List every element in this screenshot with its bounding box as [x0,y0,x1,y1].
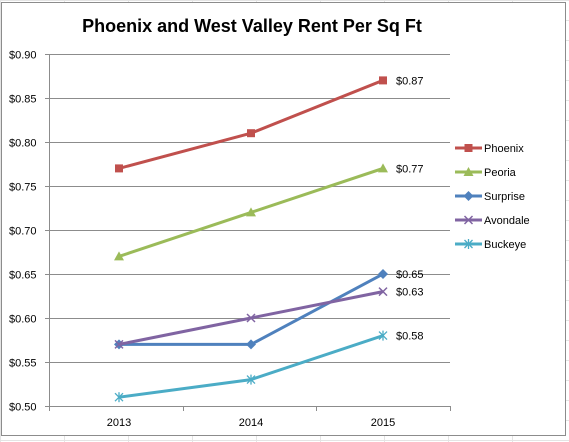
y-tick-label: $0.60 [9,314,37,326]
buckeye-point [378,330,388,341]
chart-title: Phoenix and West Valley Rent Per Sq Ft [82,16,422,36]
legend-marker [463,167,474,176]
surprise-point [378,269,388,279]
axes: $0.50 $0.55 $0.60 $0.65 $0.70 $0.75 $0.80 $0.85… [9,50,451,429]
x-tick-label: 2015 [371,417,395,429]
legend-label: Peoria [484,167,517,179]
phoenix-line [118,79,384,170]
series-buckeye: $0.58 [114,330,424,403]
legend-marker [464,144,473,152]
surprise-point [246,339,256,350]
y-tick-label: $0.85 [9,94,37,106]
peoria-point [246,207,256,217]
legend-marker [463,191,474,201]
peoria-point [378,163,388,173]
y-tick-label: $0.55 [9,358,37,370]
y-tick-label: $0.65 [9,270,37,282]
avondale-data-label: $0.63 [396,287,424,299]
phoenix-point [247,129,255,138]
surprise-data-label: $0.65 [396,269,424,281]
legend-item-phoenix: Phoenix [455,143,524,155]
series-group: $0.87 $0.77 $0.65 $0.63 $0.58 [114,75,424,403]
legend-item-peoria: Peoria [455,167,517,179]
legend-label: Buckeye [484,239,526,251]
buckeye-point [114,392,124,403]
avondale-point [378,287,388,297]
legend-label: Avondale [484,215,530,227]
series-peoria: $0.77 [114,163,424,261]
y-tick-label: $0.80 [9,138,37,150]
legend-item-surprise: Surprise [455,191,525,203]
x-tick-label: 2014 [239,417,263,429]
series-avondale: $0.63 [114,287,424,349]
avondale-point [114,339,124,349]
legend-label: Surprise [484,191,525,203]
peoria-data-label: $0.77 [396,163,424,175]
line-chart: Phoenix and West Valley Rent Per Sq Ft $… [9,16,530,429]
series-phoenix: $0.87 [115,75,424,173]
legend-item-avondale: Avondale [455,215,530,227]
legend-marker [463,215,474,225]
x-tick-label: 2013 [107,417,131,429]
avondale-point [246,313,256,323]
chart-area[interactable]: Phoenix and West Valley Rent Per Sq Ft $… [1,2,566,436]
y-tick-label: $0.70 [9,226,37,238]
phoenix-point [379,76,387,85]
phoenix-point [115,164,123,173]
peoria-point [114,251,124,261]
legend-marker [464,239,473,249]
buckeye-point [246,374,256,385]
y-tick-label: $0.50 [9,402,37,414]
surprise-line [119,272,384,346]
buckeye-data-label: $0.58 [396,331,424,343]
y-tick-label: $0.90 [9,50,37,62]
y-tick-label: $0.75 [9,182,37,194]
legend-label: Phoenix [484,143,524,155]
legend: Phoenix Peoria Surprise Avondale Buckeye [455,143,530,251]
phoenix-data-label: $0.87 [396,75,424,87]
legend-item-buckeye: Buckeye [455,239,526,251]
gridlines [49,54,450,407]
